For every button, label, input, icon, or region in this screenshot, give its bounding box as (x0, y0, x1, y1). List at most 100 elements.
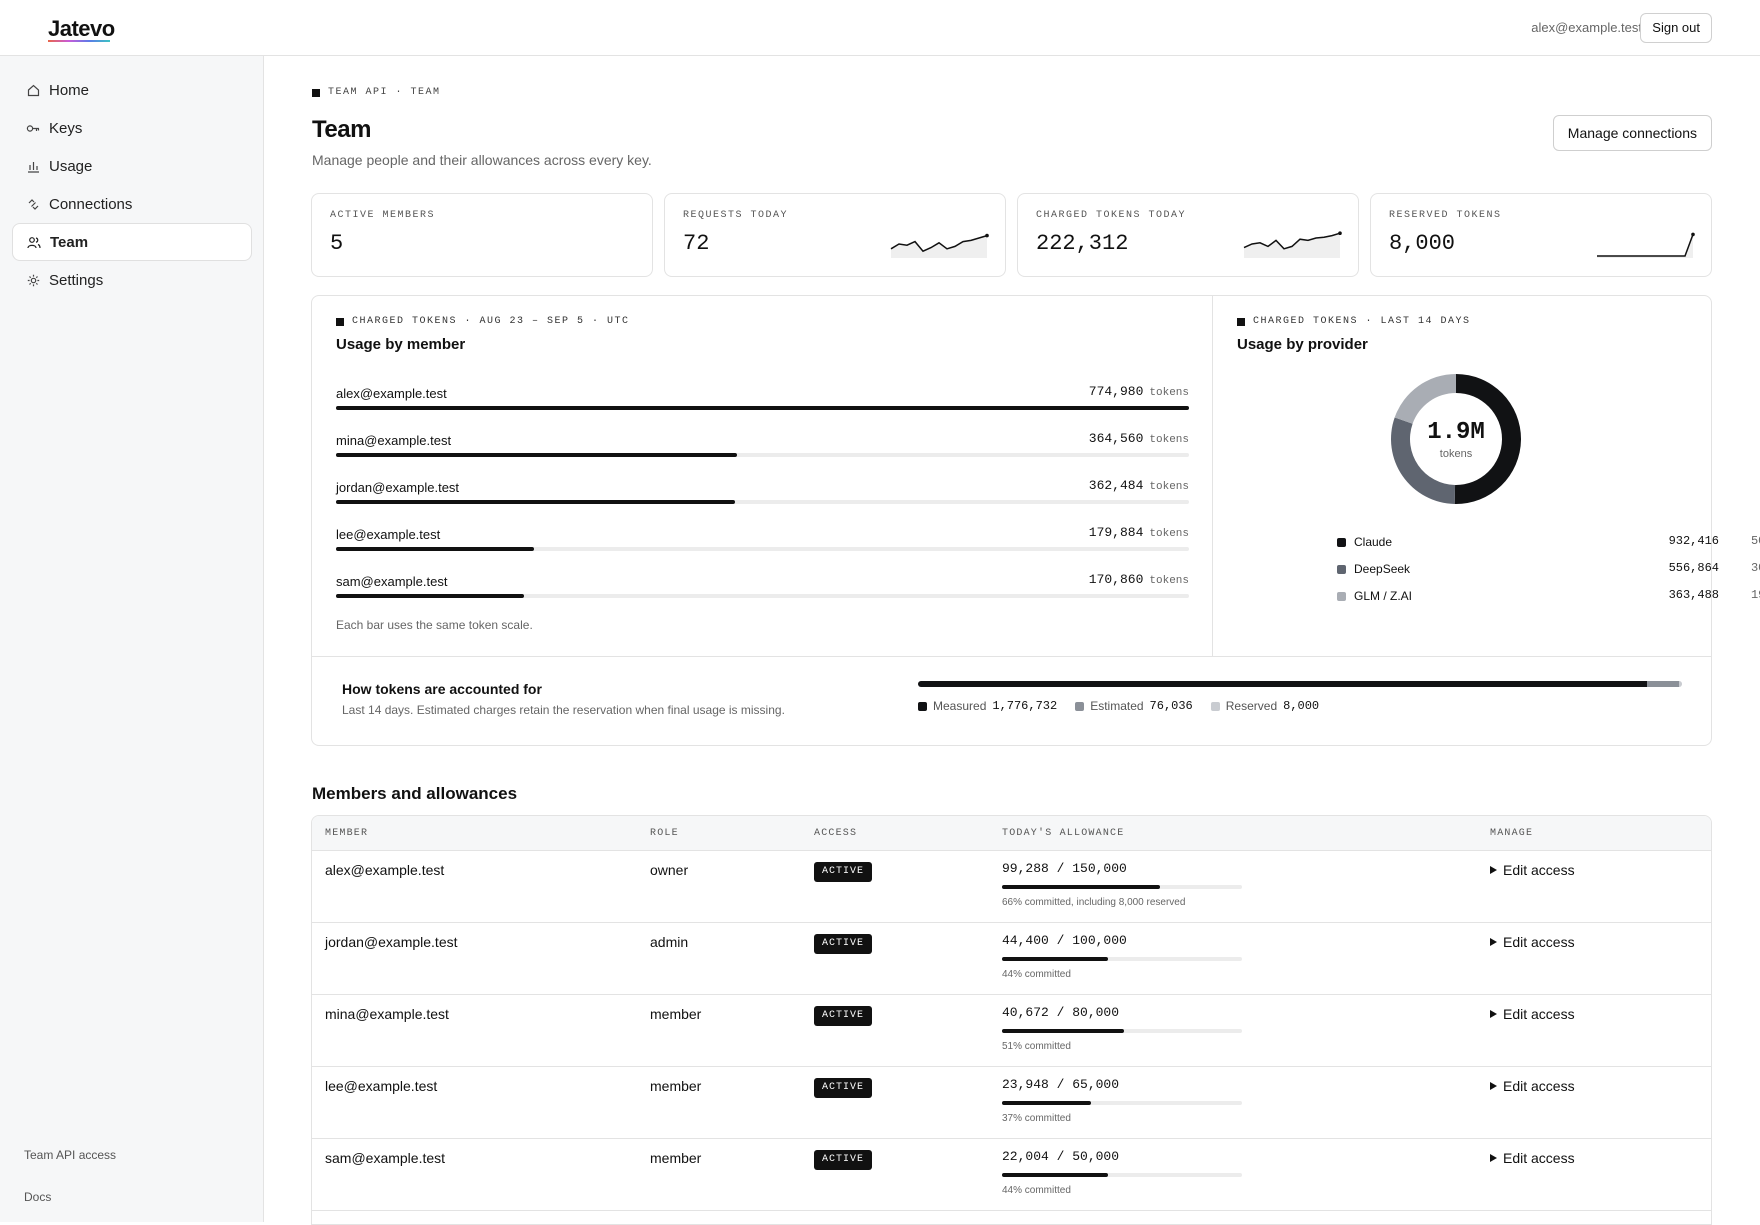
allowance-value: 99,288 / 150,000 (1002, 861, 1127, 876)
member-role: admin (650, 934, 689, 950)
sidebar-item-team[interactable]: Team (12, 223, 252, 261)
table-row: jordan@example.test admin ACTIVE 44,400 / 1… (312, 923, 1711, 995)
edit-access-toggle[interactable]: Edit access (1490, 1078, 1575, 1094)
member-email: lee@example.test (325, 1078, 438, 1094)
accounting-legend-item: Reserved 8,000 (1210, 699, 1319, 713)
tokens-value: 170,860 (1088, 572, 1144, 587)
usage-bar-fill (336, 453, 738, 457)
stat-value: 222,312 (1036, 231, 1129, 256)
provider-percent: 50.3% (1750, 534, 1760, 548)
manage-connections-button[interactable]: Manage connections (1552, 115, 1712, 151)
docs-link[interactable]: Docs (24, 1190, 52, 1204)
legend-swatch (1075, 701, 1085, 711)
provider-value: 363,488 (1668, 588, 1719, 602)
allowance-bar-fill (1002, 1029, 1125, 1033)
table-row: lee@example.test member ACTIVE 23,948 / 65,… (312, 1067, 1711, 1139)
edit-access-toggle[interactable]: Edit access (1490, 934, 1575, 950)
member-usage-row: mina@example.test 364,560 tokens (336, 427, 1189, 467)
tokens-value: 362,484 (1088, 478, 1144, 493)
member-tokens: 170,860 tokens (1089, 572, 1189, 587)
legend-label: Estimated (1090, 699, 1144, 713)
column-header-member: MEMBER (325, 828, 369, 839)
tokens-unit: tokens (1149, 434, 1189, 446)
member-email: jordan@example.test (325, 934, 458, 950)
sparkline-endpoint (1338, 231, 1342, 235)
sidebar-item-label: Settings (49, 271, 104, 289)
accounting-stacked-bar (918, 681, 1682, 687)
sidebar-item-keys[interactable]: Keys (12, 109, 252, 147)
usage-bar-track (336, 500, 1189, 504)
column-header-access: ACCESS (814, 828, 858, 839)
member-email: sam@example.test (325, 1150, 446, 1166)
accounting-segment-measured (918, 681, 1648, 687)
brand-logo[interactable]: Jatevo (48, 16, 115, 41)
brand-underline (48, 40, 110, 42)
edit-access-toggle[interactable]: Edit access (1490, 862, 1575, 878)
table-row: mina@example.test member ACTIVE 40,672 / 80… (312, 995, 1711, 1067)
edit-access-toggle[interactable]: Edit access (1490, 1150, 1575, 1166)
usage-bar-fill (336, 594, 525, 598)
users-icon (27, 235, 41, 249)
member-role: member (650, 1150, 702, 1166)
sparkline-line (1243, 232, 1341, 250)
member-email: alex@example.test (336, 386, 447, 401)
sidebar-item-label: Connections (49, 195, 133, 213)
bar-chart-icon (26, 159, 40, 173)
table-row: alex@example.test owner ACTIVE 99,288 / 150… (312, 851, 1711, 923)
status-badge: ACTIVE (814, 934, 873, 954)
legend-swatch (1337, 592, 1346, 601)
stat-value: 8,000 (1389, 231, 1456, 256)
status-badge: ACTIVE (814, 862, 873, 882)
sign-out-button[interactable]: Sign out (1640, 13, 1712, 43)
section-label-text: CHARGED TOKENS · LAST 14 DAYS (1253, 316, 1471, 327)
edit-access-label: Edit access (1503, 934, 1575, 950)
status-badge: ACTIVE (814, 1078, 873, 1098)
sparkline-endpoint (985, 233, 989, 238)
accounting-subtitle: Last 14 days. Estimated charges retain t… (342, 703, 785, 717)
team-api-access-link[interactable]: Team API access (24, 1148, 117, 1162)
allowance-bar-fill (1002, 1101, 1091, 1105)
sidebar-item-usage[interactable]: Usage (12, 147, 252, 185)
allowance-bar-fill (1002, 957, 1108, 961)
donut-slice-claude (1454, 374, 1521, 504)
token-accounting-section: How tokens are accounted for Last 14 day… (312, 656, 1711, 745)
sidebar-item-connections[interactable]: Connections (12, 185, 252, 223)
tokens-unit: tokens (1149, 481, 1189, 493)
sidebar-item-settings[interactable]: Settings (12, 261, 252, 299)
section-label: CHARGED TOKENS · LAST 14 DAYS (1237, 316, 1471, 327)
allowance-bar-track (1002, 1101, 1242, 1105)
stat-label: CHARGED TOKENS TODAY (1036, 210, 1187, 221)
accounting-legend-item: Estimated 76,036 (1075, 699, 1193, 713)
usage-bar-track (336, 547, 1189, 551)
stat-card-active-members: ACTIVE MEMBERS 5 (311, 193, 653, 277)
usage-bar-track (336, 594, 1189, 598)
member-tokens: 362,484 tokens (1089, 478, 1189, 493)
disclosure-triangle-icon (1490, 1082, 1497, 1090)
member-usage-row: sam@example.test 170,860 tokens (336, 568, 1189, 608)
disclosure-triangle-icon (1490, 1154, 1497, 1162)
legend-value: 76,036 (1149, 699, 1193, 713)
allowance-value: 22,004 / 50,000 (1002, 1149, 1120, 1164)
member-tokens: 179,884 tokens (1089, 525, 1189, 540)
sidebar-item-home[interactable]: Home (12, 71, 252, 109)
member-role: owner (650, 862, 689, 878)
allowance-bar-track (1002, 1029, 1242, 1033)
provider-legend-row: DeepSeek 556,864 30.1% (1337, 561, 1760, 581)
tokens-unit: tokens (1149, 387, 1189, 399)
provider-value: 932,416 (1668, 534, 1719, 548)
member-usage-row: lee@example.test 179,884 tokens (336, 521, 1189, 561)
donut-center: 1.9M tokens (1391, 374, 1521, 504)
tokens-value: 364,560 (1088, 431, 1144, 446)
section-title: Usage by provider (1237, 336, 1368, 353)
usage-bar-fill (336, 547, 534, 551)
edit-access-toggle[interactable]: Edit access (1490, 1006, 1575, 1022)
usage-bar-fill (336, 406, 1189, 410)
sparkline-endpoint (1691, 232, 1695, 237)
member-email: alex@example.test (325, 862, 445, 878)
stat-card-requests-today: REQUESTS TODAY 72 (664, 193, 1006, 277)
legend-label: Reserved (1225, 699, 1278, 713)
stat-label: RESERVED TOKENS (1389, 210, 1502, 221)
allowance-note: 51% committed (1002, 1041, 1071, 1052)
table-row: sam@example.test member ACTIVE 22,004 / 50,… (312, 1139, 1711, 1211)
square-bullet-icon (336, 317, 344, 326)
